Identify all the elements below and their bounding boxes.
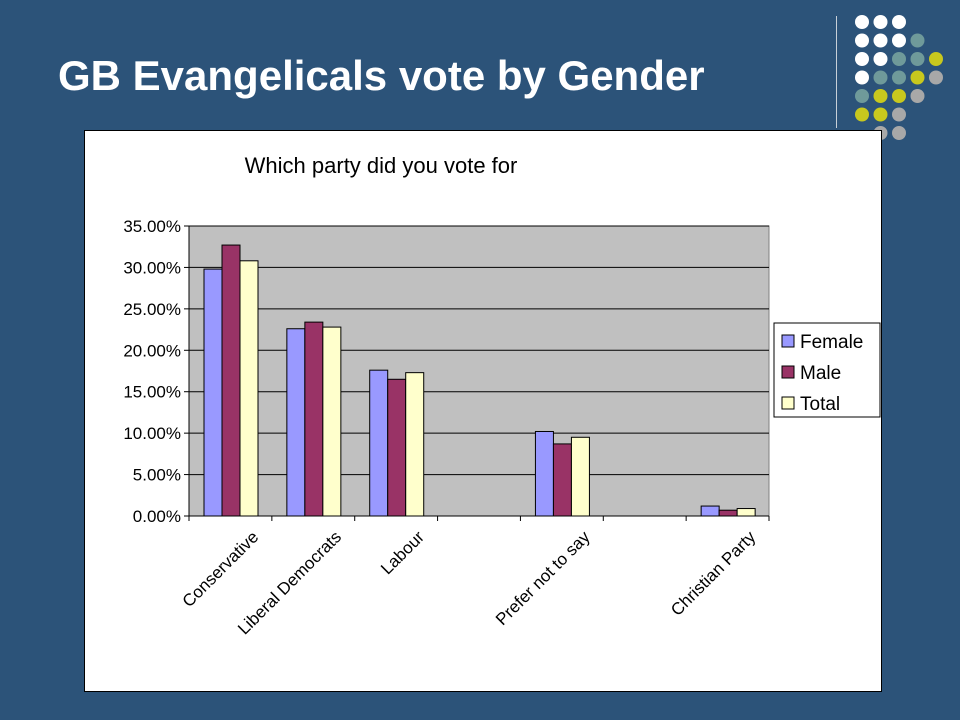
chart-panel: Which party did you vote for 0.00% 5.00% 1…: [84, 130, 882, 692]
decorative-dot: [855, 33, 869, 48]
legend-label: Female: [800, 332, 863, 353]
decorative-dot: [892, 107, 906, 122]
bar-chart: Which party did you vote for 0.00% 5.00% 1…: [123, 153, 881, 638]
y-tick-label: 5.00%: [133, 466, 181, 485]
decorative-dot: [855, 15, 869, 29]
y-tick-label: 35.00%: [123, 217, 181, 236]
bar-total: [322, 326, 342, 517]
bar-total: [736, 508, 756, 517]
decorative-dot: [910, 52, 925, 66]
decorative-dot: [873, 15, 888, 29]
decorative-dot: [910, 33, 925, 48]
x-tick-label: Christian Party: [667, 527, 760, 620]
decorative-dot: [892, 52, 906, 66]
plot-area: 0.00% 5.00% 10.00% 15.00% 20.00% 25.00% 30.00%…: [123, 217, 770, 638]
decorative-dot: [855, 107, 869, 122]
bar-female: [534, 430, 554, 517]
bar-female: [369, 369, 389, 517]
bar-total: [239, 260, 259, 517]
decorative-dot: [910, 70, 925, 85]
legend-label: Total: [800, 394, 840, 415]
decorative-dot: [929, 52, 943, 66]
legend-swatch: [781, 334, 795, 348]
x-tick-label: Conservative: [179, 527, 263, 611]
decorative-dot: [873, 107, 888, 122]
chart-title: Which party did you vote for: [245, 153, 518, 178]
bar-female: [203, 268, 223, 517]
y-tick-label: 25.00%: [123, 300, 181, 319]
y-tick-label: 15.00%: [123, 383, 181, 402]
legend-label: Male: [800, 363, 841, 384]
decorative-dot: [873, 70, 888, 85]
decorative-dot: [855, 89, 869, 103]
decorative-dot: [892, 70, 906, 85]
decorative-dot: [855, 52, 869, 66]
legend-swatch: [781, 396, 795, 410]
legend: Female Male Total: [773, 322, 881, 418]
decorative-dot: [873, 89, 888, 103]
bar-male: [387, 378, 407, 517]
bar-male: [221, 244, 241, 517]
plot-background: [188, 225, 770, 517]
decorative-dot: [873, 52, 888, 66]
y-tick-label: 30.00%: [123, 258, 181, 277]
bar-male: [304, 321, 324, 517]
decorative-dot: [855, 70, 869, 85]
bar-female: [700, 505, 720, 517]
decorative-divider-line: [836, 16, 837, 128]
x-tick-label: Prefer not to say: [492, 527, 594, 629]
decorative-dot: [910, 89, 925, 103]
legend-swatch: [781, 365, 795, 379]
y-tick-label: 20.00%: [123, 341, 181, 360]
decorative-dot: [892, 126, 906, 140]
y-tick-label: 10.00%: [123, 424, 181, 443]
bar-female: [286, 328, 306, 517]
bar-total: [405, 372, 425, 517]
bar-male: [718, 509, 738, 517]
decorative-dot: [873, 33, 888, 48]
decorative-dot: [892, 89, 906, 103]
bar-total: [570, 436, 590, 517]
x-tick-label: Labour: [377, 527, 428, 578]
slide-title: GB Evangelicals vote by Gender: [58, 52, 705, 99]
bar-male: [552, 443, 572, 517]
y-tick-label: 0.00%: [133, 507, 181, 526]
decorative-dot: [929, 70, 943, 85]
decorative-dot: [892, 33, 906, 48]
decorative-dot: [892, 15, 906, 29]
